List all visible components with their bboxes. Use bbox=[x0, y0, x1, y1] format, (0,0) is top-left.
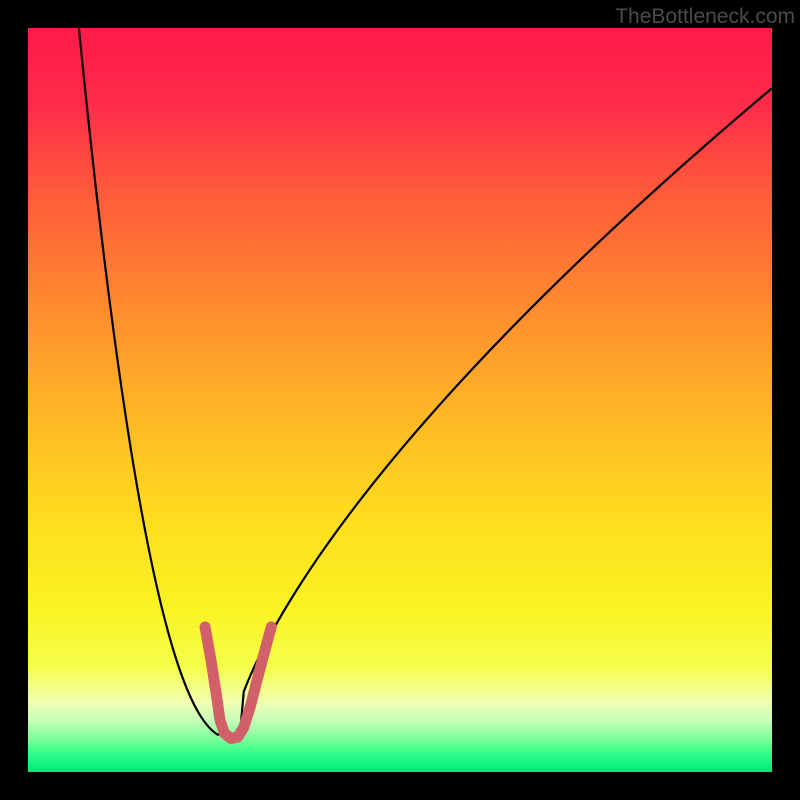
watermark-text: TheBottleneck.com bbox=[615, 5, 795, 29]
chart-background bbox=[28, 28, 772, 772]
chart-svg bbox=[28, 28, 772, 772]
chart-plot-area bbox=[28, 28, 772, 772]
